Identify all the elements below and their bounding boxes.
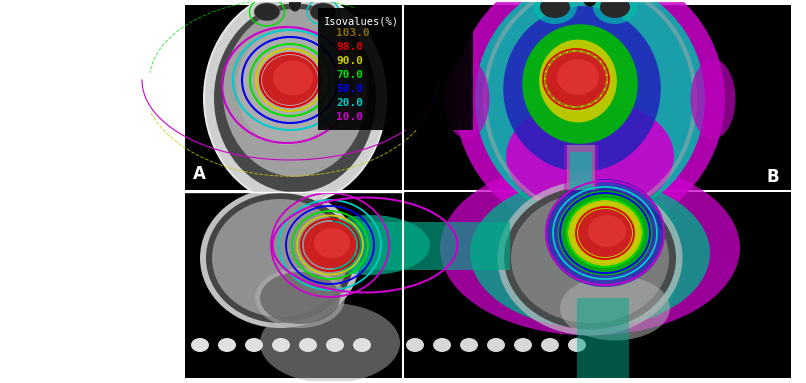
Text: Isovalues(%): Isovalues(%) [324, 16, 399, 26]
Ellipse shape [255, 268, 345, 328]
Bar [564, 145, 598, 190]
Ellipse shape [353, 338, 371, 352]
Ellipse shape [245, 338, 263, 352]
Bar [185, 5, 403, 190]
Ellipse shape [545, 179, 665, 287]
Ellipse shape [503, 6, 661, 172]
Ellipse shape [691, 59, 736, 139]
Ellipse shape [203, 0, 387, 205]
Ellipse shape [310, 215, 430, 275]
Ellipse shape [326, 338, 344, 352]
Ellipse shape [541, 338, 559, 352]
Bar [403, 5, 791, 190]
Ellipse shape [533, 0, 577, 24]
Ellipse shape [304, 222, 356, 268]
Ellipse shape [200, 188, 360, 328]
Ellipse shape [254, 3, 280, 21]
Ellipse shape [440, 160, 740, 336]
Ellipse shape [214, 3, 376, 193]
Ellipse shape [212, 199, 348, 317]
Text: 10.0: 10.0 [336, 112, 363, 122]
Ellipse shape [557, 59, 599, 95]
Ellipse shape [205, 0, 385, 203]
Ellipse shape [514, 338, 532, 352]
Bar [577, 298, 629, 378]
Ellipse shape [600, 0, 630, 18]
Ellipse shape [460, 338, 478, 352]
Ellipse shape [272, 338, 290, 352]
Ellipse shape [223, 9, 367, 177]
Ellipse shape [455, 0, 725, 234]
Text: 70.0: 70.0 [336, 70, 363, 80]
Ellipse shape [620, 198, 680, 318]
Bar [570, 152, 592, 190]
Ellipse shape [593, 0, 637, 24]
Bar [185, 192, 403, 378]
Ellipse shape [583, 0, 597, 7]
Ellipse shape [433, 338, 451, 352]
Ellipse shape [444, 59, 489, 139]
Ellipse shape [289, 0, 301, 11]
Ellipse shape [406, 338, 424, 352]
Ellipse shape [260, 272, 340, 324]
Ellipse shape [540, 0, 570, 18]
Ellipse shape [497, 180, 683, 336]
Ellipse shape [314, 228, 350, 258]
Ellipse shape [539, 39, 617, 123]
Ellipse shape [262, 55, 318, 105]
Ellipse shape [560, 275, 670, 340]
Ellipse shape [511, 193, 669, 323]
Text: 103.0: 103.0 [336, 28, 370, 38]
Ellipse shape [578, 209, 632, 257]
Ellipse shape [588, 215, 626, 247]
Bar [567, 145, 595, 190]
Ellipse shape [522, 24, 638, 144]
Ellipse shape [506, 99, 674, 214]
Bar [318, 8, 473, 130]
Text: 98.0: 98.0 [336, 42, 363, 52]
Ellipse shape [568, 200, 642, 266]
Ellipse shape [475, 0, 705, 219]
Ellipse shape [218, 338, 236, 352]
Ellipse shape [504, 187, 676, 329]
Ellipse shape [568, 338, 586, 352]
Bar [403, 192, 791, 378]
Text: 90.0: 90.0 [336, 56, 363, 66]
Text: 20.0: 20.0 [336, 98, 363, 108]
Ellipse shape [273, 61, 313, 95]
Text: 50.0: 50.0 [336, 84, 363, 94]
Ellipse shape [304, 222, 356, 268]
Ellipse shape [470, 178, 710, 328]
Ellipse shape [299, 338, 317, 352]
Bar [335, 222, 510, 270]
Ellipse shape [236, 30, 335, 145]
Text: B: B [766, 168, 779, 186]
Ellipse shape [191, 338, 209, 352]
Ellipse shape [487, 338, 505, 352]
Ellipse shape [558, 190, 653, 275]
Ellipse shape [206, 193, 354, 323]
Ellipse shape [260, 303, 400, 383]
Text: A: A [193, 165, 206, 183]
Ellipse shape [310, 3, 336, 21]
Ellipse shape [546, 52, 606, 106]
